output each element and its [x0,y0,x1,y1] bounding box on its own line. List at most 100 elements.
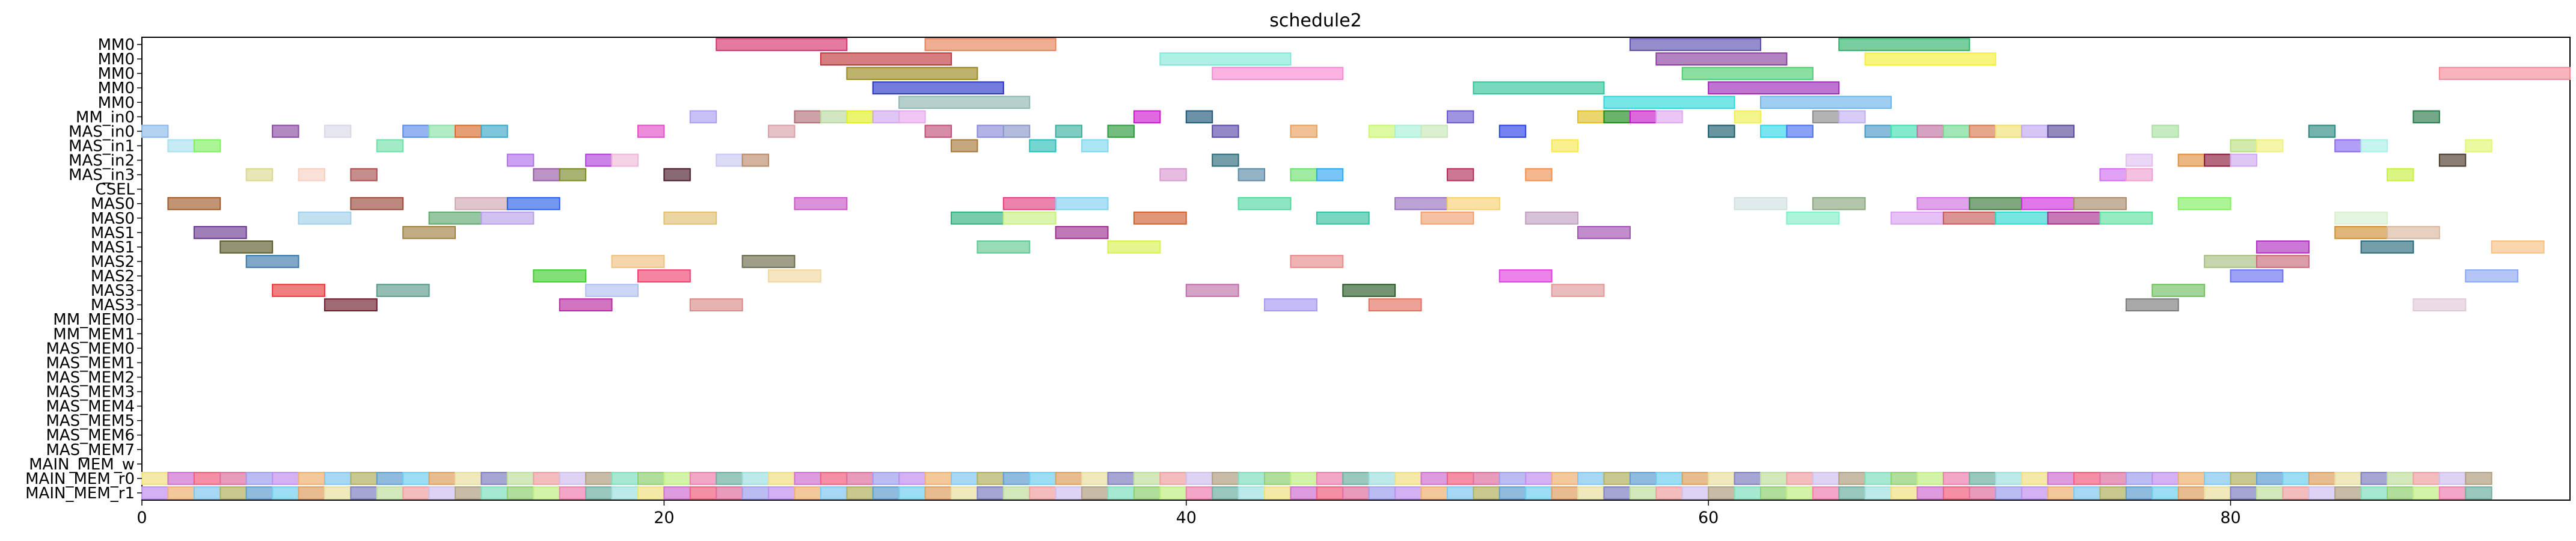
memory-block [1916,472,1944,485]
memory-block [951,486,978,500]
y-tick-label: MAS0 [91,195,135,213]
memory-block [846,486,874,500]
memory-block [1133,486,1161,500]
task-bar [1551,139,1579,153]
task-bar [1212,124,1239,138]
memory-block [1237,472,1266,485]
task-bar [1812,197,1866,210]
task-bar [794,110,821,124]
memory-block [1446,486,1474,500]
memory-block [663,486,691,500]
memory-block [1290,472,1317,485]
memory-bars [141,472,2492,500]
memory-block [1290,486,1317,500]
task-bar [611,153,639,167]
memory-block [1551,472,1579,485]
memory-block [1942,486,1970,500]
task-bar [1942,211,1996,225]
memory-block [2282,486,2310,500]
task-bar [506,153,535,167]
plot-area [141,37,2571,501]
task-bar [1655,52,1788,66]
memory-block [2387,486,2414,500]
task-bar [559,298,613,312]
task-bar [2230,139,2257,153]
memory-block [559,472,587,485]
memory-block [1603,472,1631,485]
task-bar [1107,124,1135,138]
task-bar [272,124,299,138]
memory-block [585,472,613,485]
memory-block [1029,486,1056,500]
y-tick-label: MM_in0 [76,108,135,126]
memory-block [2099,472,2127,485]
y-tick-label: MAS_in3 [69,167,135,185]
memory-block [872,472,900,485]
memory-block [1969,486,1996,500]
memory-block [324,472,352,485]
task-bar [245,255,299,268]
task-bar [1734,110,1761,124]
task-bar [1368,298,1422,312]
task-bar [2491,240,2545,254]
memory-block [689,472,717,485]
memory-block [611,486,639,500]
task-bar [1551,284,1605,297]
memory-block [1812,486,1840,500]
task-bar [2151,284,2206,297]
task-bar [350,168,378,182]
task-bar [193,225,247,239]
task-bar [1734,197,1788,210]
memory-block [1002,472,1031,485]
task-bar [1708,124,1735,138]
memory-block [533,472,560,485]
task-bar [1498,269,1553,283]
memory-block [2230,472,2257,485]
memory-block [193,472,221,485]
memory-block [480,486,508,500]
memory-block [1316,472,1344,485]
task-bar [768,269,821,283]
task-bar [846,67,978,81]
task-bar [1760,96,1892,109]
task-bar [272,284,325,297]
memory-block [1185,486,1213,500]
task-bar [376,139,404,153]
y-tick-label: MM0 [98,94,135,112]
memory-block [1891,486,1918,500]
task-bar [1812,110,1840,124]
task-bar [2047,211,2101,225]
memory-block [2230,486,2257,500]
y-tick-label: MAS_in0 [69,123,135,141]
task-bar [1577,110,1605,124]
task-bar [167,139,195,153]
memory-block [1420,486,1448,500]
memory-block [689,486,717,500]
memory-block [820,486,848,500]
task-bar [324,124,352,138]
task-bar [428,124,456,138]
memory-block [272,486,299,500]
task-bar [2125,168,2153,182]
task-bar [716,38,848,51]
y-tick-label: MAS_MEM3 [46,384,135,402]
task-bar [585,284,639,297]
task-bar [1342,284,1396,297]
memory-block [324,486,352,500]
task-bar [1891,124,1918,138]
memory-block [1891,472,1918,485]
task-bar [2438,67,2571,81]
task-bar [455,124,482,138]
memory-block [2047,486,2075,500]
memory-block [402,486,430,500]
memory-block [1734,486,1761,500]
task-bar [924,38,1056,51]
y-axis-labels: MM0MM0MM0MM0MM0MM_in0MAS_in0MAS_in1MAS_i… [25,36,142,503]
x-tick-label: 40 [1176,509,1197,527]
memory-block [1212,472,1239,485]
memory-block [480,472,508,485]
task-bar [245,168,274,182]
task-bar [1446,110,1474,124]
memory-block [350,472,378,485]
y-tick-label: MAS_MEM5 [46,412,135,430]
